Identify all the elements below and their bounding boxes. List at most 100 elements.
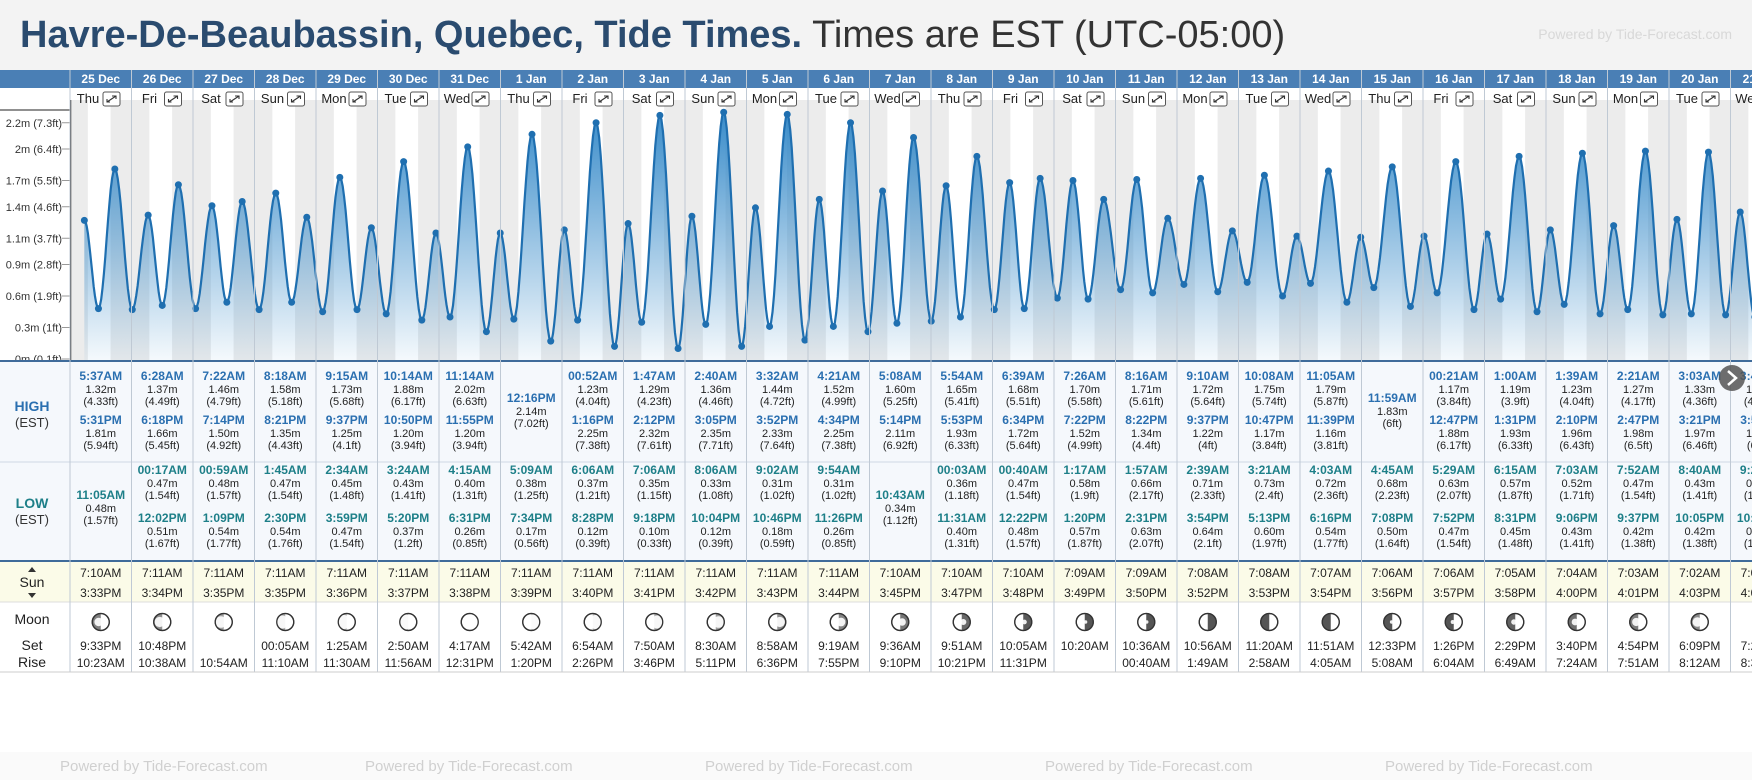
low-tide-height-ft: (1.57ft): [83, 515, 118, 527]
moon-outline-icon: [1567, 612, 1586, 632]
low-tide-time: 7:06AM: [633, 463, 676, 477]
expand-arrow-icon: [352, 95, 363, 103]
moonrise-time: 4:05AM: [1310, 656, 1351, 670]
high-tide-height-ft: (5.58ft): [1067, 396, 1102, 408]
high-tide-height-ft: (4.79ft): [206, 396, 241, 408]
high-tide-time: 5:37AM: [79, 369, 122, 383]
moonrise-time: 5:08AM: [1372, 656, 1413, 670]
moon-row-label: Moon: [14, 611, 49, 627]
moon-lit-icon: [94, 617, 103, 627]
sunset-time: 3:42PM: [695, 586, 736, 600]
moon-lit-icon: [1450, 619, 1455, 625]
expand-arrow-icon: [1151, 95, 1163, 103]
low-tide-height-m: 0.47m: [1438, 526, 1469, 538]
high-tide-height-m: 1.68m: [1008, 384, 1039, 396]
tide-point: [574, 316, 582, 324]
sunset-time: 4:04PM: [1741, 586, 1752, 600]
low-tide-time: 1:20PM: [1064, 511, 1106, 525]
low-tide-height-m: 0.63m: [1131, 526, 1162, 538]
high-tide-height-m: 1.16m: [1315, 428, 1346, 440]
high-tide-time: 1:16PM: [572, 413, 614, 427]
tide-point: [128, 306, 136, 314]
sunset-time: 3:45PM: [880, 586, 921, 600]
low-tide-time: 12:02PM: [138, 511, 187, 525]
high-tide-height-m: 1.72m: [1192, 384, 1223, 396]
weekday-label: Thu: [938, 91, 960, 106]
low-tide-height-m: 0.42m: [1623, 526, 1654, 538]
tide-point: [208, 202, 216, 210]
tide-point: [801, 336, 809, 344]
sunset-time: 3:53PM: [1249, 586, 1290, 600]
moonset-time: 6:54AM: [572, 639, 613, 653]
tide-point: [382, 310, 390, 318]
high-tide-height-ft: (5.68ft): [329, 396, 364, 408]
moon-lit-icon: [1571, 618, 1579, 626]
tide-point: [1133, 175, 1141, 183]
sunset-time: 3:41PM: [634, 586, 675, 600]
moon-outline-icon: [153, 612, 172, 632]
low-tide-height-m: 0.54m: [208, 526, 239, 538]
moon-outline-icon: [583, 612, 602, 632]
low-tide-height-m: 0.43m: [1746, 526, 1752, 538]
high-tide-height-m: 1.40m: [1746, 384, 1752, 396]
low-tide-height-ft: (1.41ft): [391, 490, 426, 502]
moon-lit-icon: [154, 616, 165, 628]
moon-row-background: [0, 602, 1752, 672]
low-tide-height-ft: (2.07ft): [1436, 490, 1471, 502]
high-tide-height-m: 1.32m: [85, 384, 116, 396]
low-tide-height-ft: (1.57ft): [1006, 538, 1041, 550]
low-tide-height-ft: (1.77ft): [206, 538, 241, 550]
tide-point: [560, 226, 568, 234]
tide-point: [702, 320, 710, 328]
low-tide-time: 3:54PM: [1187, 511, 1229, 525]
sunrise-time: 7:02AM: [1741, 566, 1752, 580]
tide-point: [94, 305, 102, 313]
high-tide-height-m: 1.96m: [1561, 428, 1592, 440]
sunrise-time: 7:09AM: [1064, 566, 1105, 580]
low-tide-height-m: 0.31m: [823, 478, 854, 490]
moon-shadow-icon: [1506, 613, 1516, 631]
moon-outline-icon: [829, 612, 848, 632]
high-tide-height-ft: (3.94ft): [391, 440, 426, 452]
high-tide-height-m: 1.29m: [639, 384, 670, 396]
low-tide-time: 11:05AM: [76, 488, 125, 502]
tide-point: [464, 143, 472, 151]
tide-point: [738, 342, 746, 350]
high-tide-height-m: 1.23m: [1561, 384, 1592, 396]
high-tide-time: 12:16PM: [507, 391, 556, 405]
sunrise-time: 7:04AM: [1556, 566, 1597, 580]
high-tide-height-m: 1.88m: [1438, 428, 1469, 440]
high-tide-time: 3:56PM: [1740, 413, 1752, 427]
tide-point: [956, 313, 964, 321]
expand-arrow-icon: [1582, 95, 1593, 103]
moon-outline-icon: [1690, 612, 1709, 632]
high-tide-height-m: 1.52m: [823, 384, 854, 396]
sunset-time: 3:34PM: [142, 586, 183, 600]
tide-point: [510, 315, 518, 323]
sunrise-time: 7:11AM: [450, 566, 490, 580]
high-tide-time: 10:08AM: [1245, 369, 1294, 383]
low-tide-height-ft: (1.25ft): [514, 490, 549, 502]
low-tide-time: 9:02AM: [756, 463, 799, 477]
low-tide-height-m: 0.47m: [1008, 478, 1039, 490]
low-tide-height-ft: (0.39ft): [698, 538, 733, 550]
low-tide-height-m: 0.26m: [454, 526, 485, 538]
high-tide-height-ft: (6.63ft): [452, 396, 487, 408]
low-tide-height-ft: (1.54ft): [1436, 538, 1471, 550]
high-tide-height-ft: (3.84ft): [1252, 440, 1287, 452]
high-tide-time: 10:50PM: [384, 413, 433, 427]
moon-lit-icon: [1083, 620, 1088, 624]
high-tide-time: 7:22PM: [1064, 413, 1106, 427]
low-tide-height-ft: (1.64ft): [1375, 538, 1410, 550]
low-tide-height-m: 0.52m: [1561, 478, 1592, 490]
moonrise-time: 11:30AM: [323, 656, 370, 670]
expand-arrow-icon: [905, 95, 917, 103]
low-tide-height-ft: (1.54ft): [145, 490, 180, 502]
tide-point: [592, 119, 600, 127]
high-tide-height-ft: (6.43ft): [1559, 440, 1594, 452]
moonrise-time: 3:46PM: [634, 656, 675, 670]
high-tide-height-m: 1.71m: [1131, 384, 1162, 396]
tide-point: [446, 313, 454, 321]
high-tide-height-ft: (4.04ft): [575, 396, 610, 408]
low-tide-height-ft: (1.57ft): [206, 490, 241, 502]
